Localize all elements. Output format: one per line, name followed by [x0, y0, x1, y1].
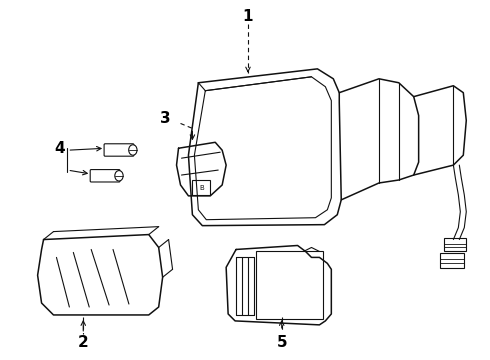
Text: 3: 3	[160, 111, 171, 126]
Text: 4: 4	[54, 141, 65, 156]
FancyBboxPatch shape	[444, 238, 466, 251]
Ellipse shape	[115, 171, 123, 181]
Ellipse shape	[129, 145, 137, 155]
Text: 1: 1	[243, 9, 253, 24]
Text: 5: 5	[276, 335, 287, 350]
FancyBboxPatch shape	[193, 180, 210, 195]
Text: B: B	[199, 185, 204, 191]
FancyBboxPatch shape	[256, 251, 323, 319]
Text: 2: 2	[78, 335, 89, 350]
FancyBboxPatch shape	[441, 253, 465, 268]
FancyBboxPatch shape	[104, 144, 134, 156]
FancyBboxPatch shape	[90, 170, 120, 182]
